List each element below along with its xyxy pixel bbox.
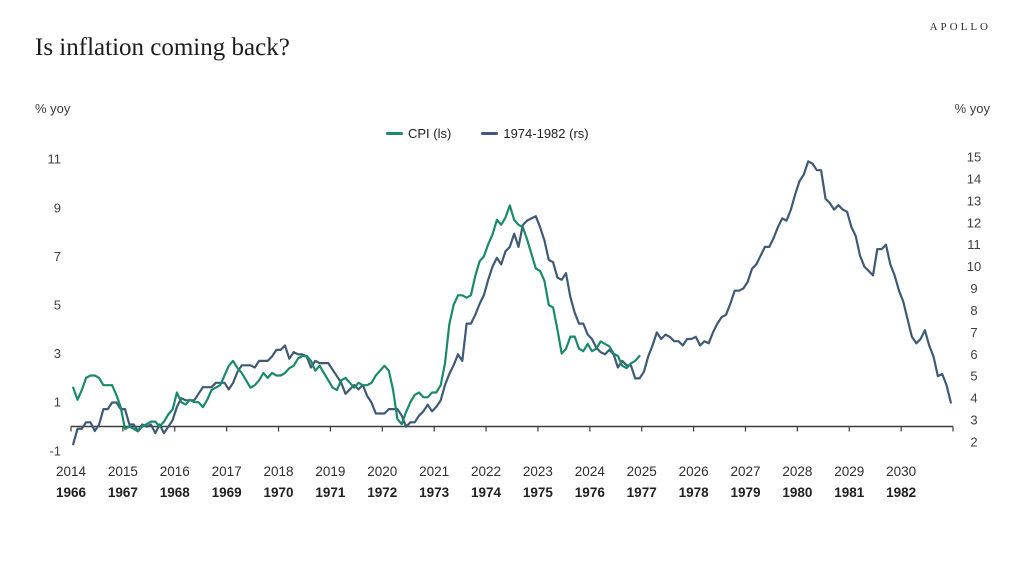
right-axis-tick-label: 13 <box>967 193 981 208</box>
series-line-1974-1982 <box>72 160 952 446</box>
x-axis-label-top: 2017 <box>212 464 242 479</box>
right-axis-unit-label: % yoy <box>954 101 990 116</box>
x-axis-label-bottom: 1979 <box>730 485 760 500</box>
chart-legend: CPI (ls) 1974-1982 (rs) <box>386 126 589 141</box>
legend-label: CPI (ls) <box>408 126 452 141</box>
x-axis-label-top: 2029 <box>834 464 864 479</box>
legend-label: 1974-1982 (rs) <box>503 126 589 141</box>
x-axis-label-top: 2028 <box>782 464 812 479</box>
right-axis-tick-label: 9 <box>970 281 977 296</box>
x-axis-label-top: 2022 <box>471 464 501 479</box>
right-axis-tick-label: 15 <box>967 150 981 165</box>
left-axis-tick-label: 11 <box>48 152 62 167</box>
x-axis-label-bottom: 1976 <box>575 485 606 500</box>
x-axis-label-top: 2026 <box>679 464 709 479</box>
right-axis-tick-label: 7 <box>970 325 977 340</box>
x-axis-label-top: 2027 <box>730 464 760 479</box>
x-axis-label-bottom: 1967 <box>108 485 138 500</box>
x-axis-label-bottom: 1969 <box>212 485 242 500</box>
left-axis-unit-label: % yoy <box>35 101 71 116</box>
x-axis-label-bottom: 1971 <box>315 485 346 500</box>
x-axis-label-top: 2019 <box>315 464 345 479</box>
left-axis-tick-label: -1 <box>49 443 61 458</box>
x-axis-label-bottom: 1980 <box>782 485 812 500</box>
right-axis-tick-label: 5 <box>970 369 977 384</box>
right-axis-tick-label: 8 <box>970 303 977 318</box>
x-axis-label-bottom: 1982 <box>886 485 916 500</box>
x-axis-label-bottom: 1977 <box>627 485 657 500</box>
x-axis-label-top: 2020 <box>367 464 397 479</box>
right-axis-tick-label: 6 <box>970 347 977 362</box>
series-line-cpi <box>72 204 641 433</box>
right-axis-tick-label: 10 <box>967 259 981 274</box>
right-axis-tick-label: 14 <box>967 171 981 186</box>
x-axis-label-top: 2015 <box>108 464 138 479</box>
x-axis-label-top: 2021 <box>419 464 449 479</box>
left-axis-tick-label: 3 <box>54 346 61 361</box>
x-axis-label-bottom: 1974 <box>471 485 502 500</box>
right-axis-tick-label: 3 <box>970 413 977 428</box>
x-axis-label-bottom: 1970 <box>264 485 294 500</box>
x-axis-label-bottom: 1978 <box>679 485 710 500</box>
x-axis-label-top: 2016 <box>160 464 190 479</box>
x-axis-label-top: 2025 <box>627 464 657 479</box>
right-axis-tick-label: 4 <box>970 391 977 406</box>
left-axis-tick-label: 7 <box>54 249 61 264</box>
left-axis-tick-label: 1 <box>54 395 61 410</box>
x-axis-label-top: 2030 <box>886 464 916 479</box>
x-axis-label-top: 2014 <box>56 464 87 479</box>
right-axis-tick-label: 11 <box>967 237 981 252</box>
legend-item: CPI (ls) <box>386 126 451 141</box>
legend-item: 1974-1982 (rs) <box>481 126 589 141</box>
left-axis-tick-label: 9 <box>54 200 61 215</box>
left-axis-tick-label: 5 <box>54 298 61 313</box>
apollo-logo: APOLLO <box>929 21 991 33</box>
x-axis-label-top: 2024 <box>575 464 606 479</box>
right-axis-tick-label: 12 <box>967 215 981 230</box>
page-title: Is inflation coming back? <box>35 34 290 61</box>
x-axis-label-bottom: 1975 <box>523 485 554 500</box>
x-axis-label-top: 2023 <box>523 464 553 479</box>
x-axis-label-top: 2018 <box>264 464 294 479</box>
right-axis-tick-label: 2 <box>970 435 977 450</box>
legend-swatch <box>386 132 403 135</box>
x-axis-label-bottom: 1981 <box>834 485 865 500</box>
legend-swatch <box>481 132 499 135</box>
x-axis-label-bottom: 1968 <box>160 485 191 500</box>
x-axis-label-bottom: 1966 <box>56 485 87 500</box>
x-axis-label-bottom: 1973 <box>419 485 450 500</box>
x-axis-label-bottom: 1972 <box>367 485 397 500</box>
